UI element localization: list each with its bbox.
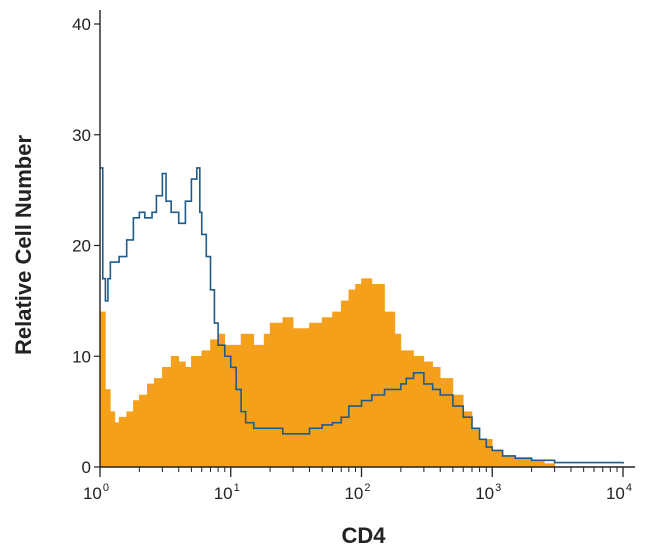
- y-ticks: 0 10 20 30 40: [72, 15, 100, 477]
- x-tick-label: 102: [344, 482, 370, 503]
- y-tick-label: 40: [72, 15, 91, 34]
- plot-area: [99, 167, 624, 468]
- x-tick-label: 100: [83, 482, 109, 503]
- y-tick-label: 10: [72, 347, 91, 366]
- x-axis-title: CD4: [341, 523, 386, 548]
- x-tick-label: 103: [475, 482, 501, 503]
- y-tick-label: 0: [82, 458, 91, 477]
- histogram-series-filled: [99, 278, 555, 468]
- axes: [99, 10, 635, 468]
- histogram-series-outline: [100, 167, 624, 464]
- y-tick-label: 20: [72, 237, 91, 256]
- x-tick-label: 101: [214, 482, 240, 503]
- x-tick-label: 104: [606, 482, 632, 503]
- x-ticks: 100 101 102 103 104: [83, 467, 632, 503]
- y-tick-label: 30: [72, 126, 91, 145]
- y-axis-title: Relative Cell Number: [11, 135, 36, 356]
